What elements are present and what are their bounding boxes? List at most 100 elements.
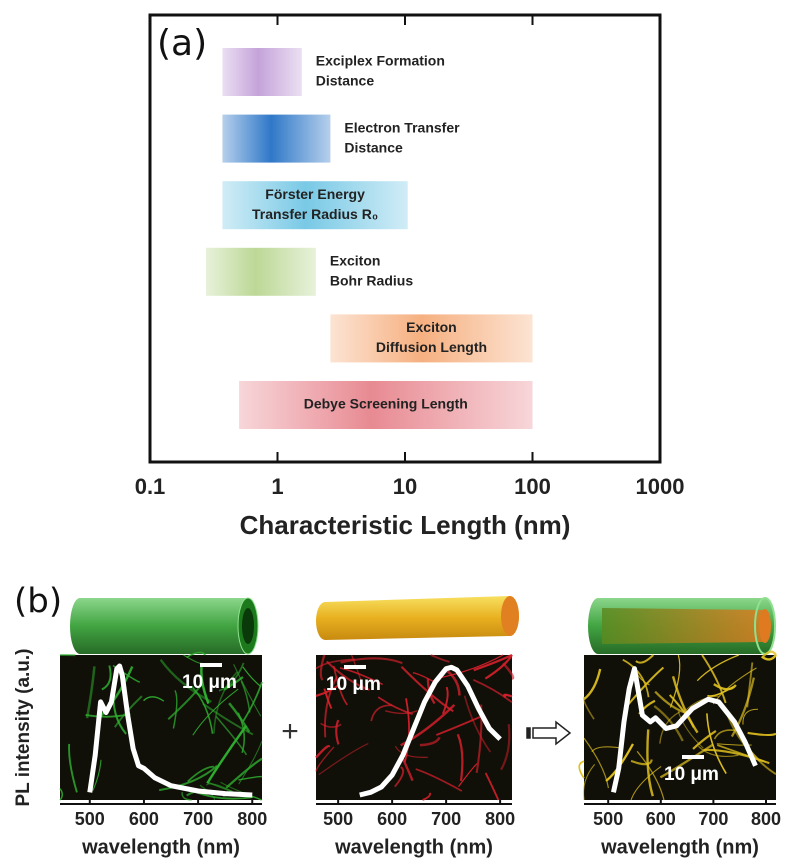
fiber <box>205 783 233 792</box>
fiber <box>172 690 178 729</box>
fiber <box>503 693 513 698</box>
bar-label: Debye Screening Length <box>304 396 468 412</box>
fiber <box>394 745 428 758</box>
bar-label: Diffusion Length <box>376 339 487 355</box>
fiber <box>206 725 248 784</box>
range-bar <box>206 247 316 296</box>
fiber <box>186 651 206 658</box>
fiber <box>646 729 654 797</box>
scale-bar <box>200 663 222 667</box>
fiber <box>630 759 653 766</box>
fiber <box>671 675 699 734</box>
x-axis-title: Characteristic Length (nm) <box>240 510 571 540</box>
fiber <box>500 723 511 771</box>
range-bar <box>239 381 533 429</box>
x-tick-label: 1 <box>271 474 283 499</box>
fiber <box>377 696 413 715</box>
fiber <box>422 792 432 801</box>
x-tick-label: 600 <box>377 809 407 829</box>
fiber <box>692 730 717 750</box>
fiber <box>583 737 610 789</box>
fiber <box>624 666 665 709</box>
x-tick-label: 500 <box>323 809 353 829</box>
fiber <box>436 715 482 736</box>
fiber <box>159 765 218 792</box>
fiber <box>318 743 369 776</box>
fiber <box>202 702 254 736</box>
fiber <box>167 683 203 720</box>
scale-bar-label: 10 μm <box>182 672 237 693</box>
fiber <box>582 763 596 801</box>
fiber <box>630 766 662 801</box>
range-bar <box>330 314 533 363</box>
spectrum-line <box>611 666 758 793</box>
fiber <box>441 686 449 715</box>
bar-label: Transfer Radius R₀ <box>252 206 378 222</box>
x-tick-label: 10 <box>393 474 417 499</box>
fiber <box>238 775 263 781</box>
scale-bar-label: 10 μm <box>326 674 381 695</box>
fiber <box>463 695 492 753</box>
fiber <box>430 654 450 663</box>
fiber <box>213 671 238 734</box>
panel-label: (a) <box>157 23 207 64</box>
fiber <box>191 685 214 734</box>
x-tick-label: 800 <box>237 809 267 829</box>
fiber <box>143 696 165 702</box>
bar-label: Bohr Radius <box>330 273 413 289</box>
fiber <box>218 662 245 692</box>
fiber <box>456 733 464 782</box>
fiber <box>315 746 335 772</box>
fiber <box>635 654 654 664</box>
fiber <box>419 736 441 747</box>
fiber <box>747 731 777 737</box>
fiber <box>730 677 755 738</box>
fiber <box>181 792 192 801</box>
fiber <box>484 654 513 680</box>
fiber <box>319 654 326 681</box>
scale-bar-label: 10 μm <box>664 764 719 785</box>
fiber <box>92 759 102 791</box>
x-tick-label: 800 <box>485 809 515 829</box>
tube-illustrations <box>70 596 776 655</box>
bar-label: Electron Transfer <box>344 119 460 135</box>
x-tick-label: 700 <box>698 809 728 829</box>
fiber <box>85 666 96 719</box>
spectrum-line <box>359 664 502 798</box>
fiber <box>578 760 585 779</box>
fiber <box>192 688 239 736</box>
x-tick-label: 600 <box>129 809 159 829</box>
fiber <box>746 662 754 708</box>
fiber <box>403 698 410 763</box>
fiber <box>698 745 739 758</box>
spectrum-line <box>87 663 253 798</box>
fiber <box>685 695 719 711</box>
plus-sign: + <box>281 715 299 748</box>
fiber <box>444 668 461 696</box>
bar-label: Exciton <box>406 319 457 335</box>
fiber <box>394 766 405 788</box>
fiber <box>582 696 595 720</box>
fiber <box>339 667 384 686</box>
fiber <box>706 713 727 774</box>
bar-label: Distance <box>316 73 375 89</box>
fiber <box>59 788 64 801</box>
fiber <box>68 743 78 793</box>
fiber <box>335 719 340 745</box>
x-tick-label: 500 <box>75 809 105 829</box>
x-tick-label: 100 <box>514 474 551 499</box>
fiber <box>242 681 263 722</box>
fiber <box>716 743 752 746</box>
fiber <box>315 744 331 759</box>
fiber <box>320 722 342 728</box>
fiber <box>713 729 736 740</box>
fiber <box>225 757 263 789</box>
fiber <box>187 765 214 783</box>
bar-label: Exciplex Formation <box>316 53 445 69</box>
fiber <box>472 678 513 704</box>
fiber <box>326 660 370 691</box>
y-axis-title: PL intensity (a.u.) <box>13 648 34 806</box>
x-tick-label: 700 <box>431 809 461 829</box>
fiber <box>653 705 684 742</box>
